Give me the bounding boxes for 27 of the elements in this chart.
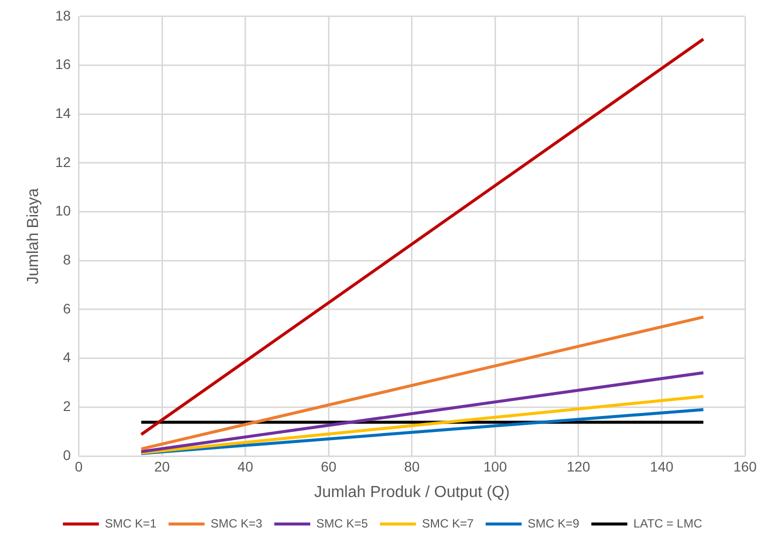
y-tick-label: 18 bbox=[55, 7, 71, 24]
x-tick-label: 0 bbox=[74, 458, 83, 474]
y-tick-label: 8 bbox=[62, 251, 71, 268]
x-axis-title: Jumlah Produk / Output (Q) bbox=[314, 484, 510, 501]
x-tick-label: 40 bbox=[238, 458, 254, 474]
y-axis-title: Jumlah Biaya bbox=[25, 188, 42, 284]
legend-label: SMC K=3 bbox=[210, 516, 263, 530]
x-tick-label: 20 bbox=[154, 458, 170, 474]
y-tick-label: 12 bbox=[55, 154, 71, 170]
y-tick-label: 16 bbox=[55, 56, 71, 72]
x-tick-label: 60 bbox=[320, 458, 337, 474]
y-tick-label: 2 bbox=[62, 398, 71, 414]
y-tick-label: 4 bbox=[62, 349, 71, 366]
y-tick-label: 0 bbox=[62, 446, 71, 463]
x-tick-label: 160 bbox=[733, 458, 757, 474]
legend-label: SMC K=9 bbox=[528, 516, 580, 530]
y-tick-label: 14 bbox=[55, 104, 71, 121]
legend-label: SMC K=5 bbox=[316, 516, 368, 530]
legend-label: SMC K=1 bbox=[104, 516, 157, 530]
legend-label: SMC K=7 bbox=[422, 516, 474, 530]
x-tick-label: 100 bbox=[483, 458, 508, 474]
y-tick-label: 10 bbox=[55, 202, 71, 219]
legend-label: LATC = LMC bbox=[633, 516, 702, 530]
x-tick-label: 120 bbox=[566, 458, 590, 474]
x-tick-label: 80 bbox=[404, 458, 420, 474]
y-tick-label: 6 bbox=[62, 300, 71, 316]
x-tick-label: 140 bbox=[650, 458, 674, 474]
